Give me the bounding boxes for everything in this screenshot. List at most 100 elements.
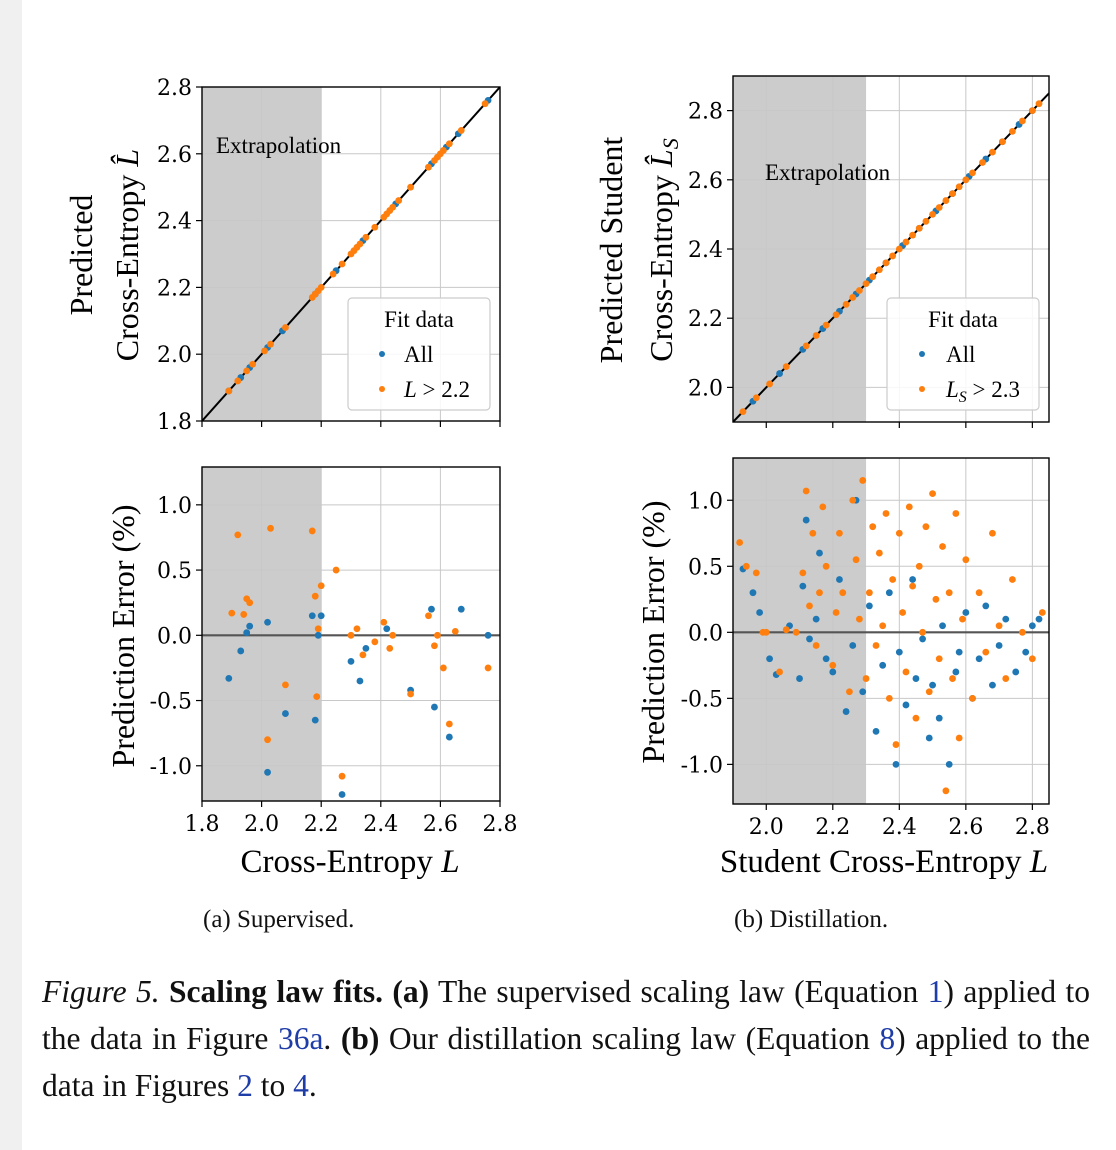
marker-dot-orange-icon <box>919 386 925 392</box>
panel-b-top-point-subset-20 <box>922 217 930 225</box>
panel-b-bottom-point-all-19 <box>865 602 873 610</box>
panel-a-legend: Fit data All L > 2.2 <box>347 297 491 411</box>
panel-a-top-point-subset-16 <box>356 240 364 248</box>
panel-a-bottom-point-all-2 <box>243 629 251 637</box>
panel-b-legend-title: Fit data <box>928 307 998 332</box>
panel-b-bottom-point-all-45 <box>1028 622 1036 630</box>
panel-b-top-point-subset-0 <box>739 408 747 416</box>
panel-b-top-point-subset-4 <box>802 342 810 350</box>
caption-title: Scaling law fits. <box>169 974 383 1009</box>
caption-ref-fig36a[interactable]: 36a <box>277 1021 324 1056</box>
panel-b-xlabel-symbol: L <box>1029 844 1048 880</box>
panel-b-bottom-point-subset-61 <box>1002 675 1010 682</box>
caption-text-4: Our distillation scaling law (Equation <box>388 1021 870 1056</box>
caption-ref-fig2[interactable]: 2 <box>237 1068 253 1103</box>
panel-a-top-extrapolation-label: Extrapolation <box>216 133 342 158</box>
panel-b-bottom-point-all-24 <box>895 648 903 656</box>
panel-a-bottom-point-subset-22 <box>407 690 414 698</box>
panel-b-bottom-point-subset-5 <box>776 668 783 676</box>
panel-a-bottom-point-all-5 <box>264 768 271 776</box>
panel-a-top-ytick-label-1: 2.0 <box>157 343 192 368</box>
panel-b-bottom-point-subset-33 <box>889 576 897 583</box>
panel-b-bottom-point-subset-6 <box>782 626 790 634</box>
panel-b-top-point-subset-26 <box>962 176 970 184</box>
panel-b-bottom-point-subset-29 <box>875 549 883 557</box>
panel-a-bottom-point-all-9 <box>314 631 322 639</box>
panel-a-xlabel-symbol: L <box>440 844 459 880</box>
panel-b-bottom-xtick-label-2: 2.4 <box>882 815 917 840</box>
panel-a-xlabel-text: Cross-Entropy <box>240 844 441 880</box>
panel-b-top-point-subset-28 <box>979 159 986 166</box>
panel-b-subcaption: (b) Distillation. <box>734 906 889 933</box>
panel-b-bottom-point-subset-19 <box>839 589 847 597</box>
panel-a-bottom-frame <box>201 466 501 802</box>
panel-b-bottom-point-subset-40 <box>912 714 920 722</box>
panel-b-bottom-point-subset-53 <box>955 734 963 742</box>
panel-b-bottom-point-subset-47 <box>935 655 943 663</box>
panel-a-top-point-subset-31 <box>457 127 465 134</box>
panel-b-legend-subset-subscript: S <box>959 389 967 406</box>
panel-a-top-point-subset-24 <box>407 183 414 191</box>
panel-b-top-series-subset <box>739 100 1043 416</box>
panel-b-bottom-point-subset-9 <box>802 487 810 495</box>
panel-a-bottom-point-subset-4 <box>246 599 254 607</box>
panel-b-bottom-series-all <box>739 496 1043 768</box>
panel-b-bottom-point-subset-4 <box>762 628 770 636</box>
panel-b-bottom-point-subset-64 <box>1028 655 1036 663</box>
panel-a-bottom-point-all-10 <box>317 612 325 620</box>
caption-text-1: The supervised scaling law (Equation <box>438 974 919 1009</box>
panel-a-top-point-subset-29 <box>439 147 447 154</box>
panel-b-bottom-point-subset-62 <box>1009 576 1016 583</box>
panel-b-bottom-ytick-label-0: -1.0 <box>681 753 723 778</box>
panel-b-top-ylabel-line2: Cross-Entropy L̂S <box>643 138 683 361</box>
panel-a-bottom-point-all-7 <box>308 612 316 620</box>
panel-b-bottom-point-subset-65 <box>1038 609 1046 616</box>
caption-ref-eq1[interactable]: 1 <box>927 974 944 1009</box>
panel-b-top-ylabel-symbol: L̂ <box>643 149 679 168</box>
panel-b-bottom-point-subset-10 <box>806 602 813 610</box>
panel-a-top-frame <box>201 86 501 422</box>
panel-a-top-point-subset-30 <box>445 140 453 148</box>
panel-a-bottom-ylabel: Prediction Error (%) <box>105 504 141 767</box>
panel-a-top-series-subset <box>225 100 489 395</box>
caption-ref-eq8[interactable]: 8 <box>879 1021 896 1056</box>
panel-b-top-point-subset-31 <box>1009 127 1016 135</box>
panel-a-top-ytick-label-5: 2.8 <box>157 76 192 101</box>
panel-b-bottom-point-all-23 <box>892 760 900 768</box>
panel-b-bottom-point-subset-46 <box>932 595 940 603</box>
panel-b-bottom-point-all-32 <box>939 622 946 630</box>
panel-a-legend-subset-rest: > 2.2 <box>417 377 470 402</box>
panel-b-bottom-point-subset-38 <box>905 503 913 511</box>
panel-b-bottom-point-subset-44 <box>925 688 933 696</box>
panel-b-bottom-point-all-42 <box>1002 615 1010 623</box>
panel-b-top-point-subset-12 <box>869 273 877 281</box>
panel-b-top-ylabel-line1: Predicted Student <box>593 137 629 364</box>
caption-figure-label: Figure 5. <box>42 974 160 1009</box>
panel-b-top-point-subset-32 <box>1018 117 1026 125</box>
panel-b-bottom-point-subset-31 <box>882 510 890 517</box>
panel-b-bottom-point-subset-35 <box>895 529 903 537</box>
panel-a-top-point-subset-25 <box>425 163 432 171</box>
panel-b-bottom-point-subset-49 <box>942 787 950 795</box>
caption-ref-fig4[interactable]: 4 <box>293 1068 309 1103</box>
panel-b-top-point-subset-9 <box>849 294 857 301</box>
caption-b-label: (b) <box>340 1021 380 1056</box>
panel-b-legend-subset-rest: > 2.3 <box>967 377 1020 402</box>
panel-b-bottom-point-subset-60 <box>995 622 1003 630</box>
panel-a-bottom-point-subset-2 <box>240 611 248 618</box>
panel-a-top-point-subset-5 <box>267 340 274 348</box>
panel-b-bottom-point-subset-52 <box>952 510 960 517</box>
panel-b-bottom-xtick-label-0: 2.0 <box>749 815 784 840</box>
panel-b-bottom-point-all-20 <box>872 727 880 735</box>
panel-b-top-extrapolation-label: Extrapolation <box>765 160 891 185</box>
panel-b-top-point-subset-10 <box>856 287 863 294</box>
panel-b-bottom-point-all-14 <box>836 576 843 583</box>
figure-caption: Figure 5. Scaling law fits. (a) The supe… <box>42 968 1090 1109</box>
panel-b-bottom-extrapolation-region <box>733 458 867 804</box>
panel-a-bottom-point-all-20 <box>457 605 465 613</box>
panel-a-top-point-subset-0 <box>225 387 233 395</box>
panel-b-bottom-point-all-18 <box>859 688 867 696</box>
panel-b-top-ytick-label-2: 2.4 <box>688 238 723 263</box>
panel-a-bottom-plot: 1.8 2.0 2.2 2.4 2.6 2.8 -1.0 -0.5 0.0 0.5 1.0 <box>150 466 518 837</box>
panel-b-top-point-subset-27 <box>969 169 976 177</box>
